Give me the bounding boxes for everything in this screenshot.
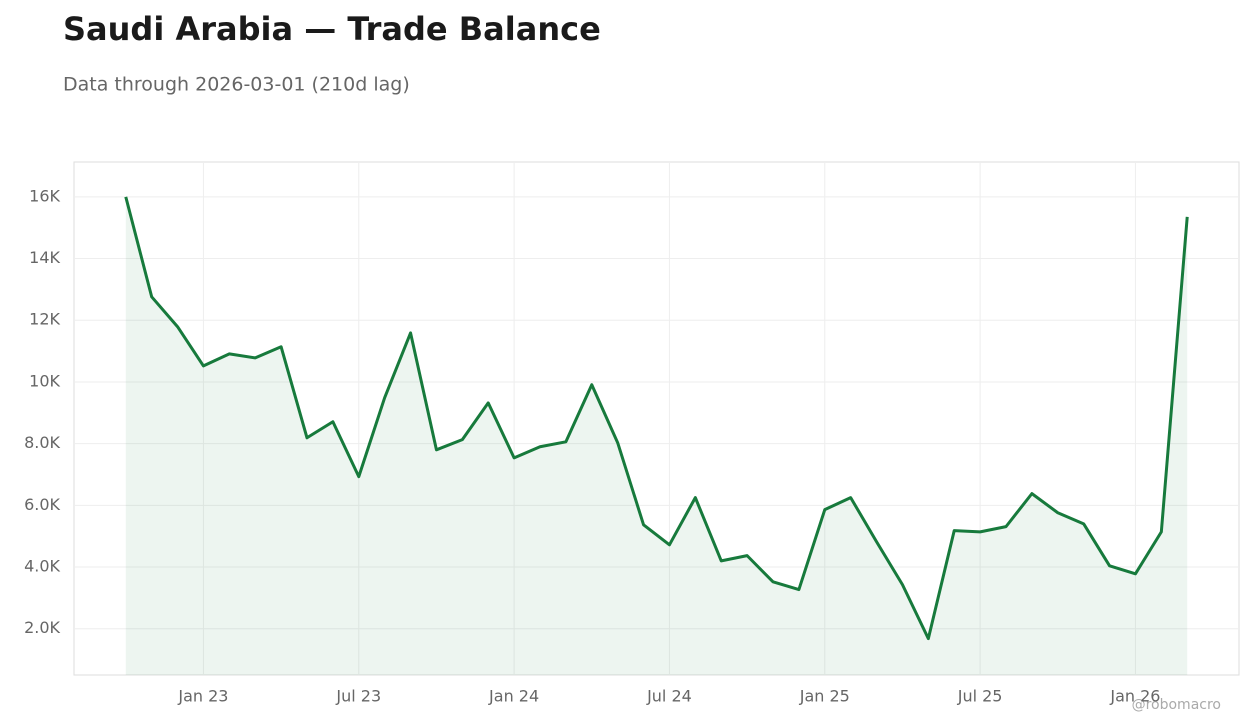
y-tick-label: 2.0K: [24, 618, 60, 637]
x-tick-label: Jan 24: [488, 687, 539, 706]
y-tick-label: 16K: [29, 186, 60, 205]
x-tick-label: Jan 23: [177, 687, 228, 706]
area-fill: [125, 196, 1188, 675]
chart-subtitle: Data through 2026-03-01 (210d lag): [63, 74, 410, 96]
x-tick-label: Jan 25: [799, 687, 850, 706]
y-tick-label: 14K: [29, 248, 60, 267]
plot-frame: [73, 161, 1240, 676]
x-tick-label: Jan 26: [1109, 687, 1160, 706]
chart-title: Saudi Arabia — Trade Balance: [63, 10, 601, 48]
y-tick-label: 10K: [29, 371, 60, 390]
y-tick-label: 8.0K: [24, 433, 60, 452]
x-tick-label: Jul 25: [957, 687, 1003, 706]
watermark: @robomacro: [1132, 697, 1221, 713]
line: [124, 196, 1189, 641]
y-tick-label: 4.0K: [24, 557, 60, 576]
y-tick-label: 6.0K: [24, 495, 60, 514]
x-tick-label: Jul 23: [335, 687, 381, 706]
y-tick-label: 12K: [29, 310, 60, 329]
x-tick-label: Jul 24: [646, 687, 692, 706]
